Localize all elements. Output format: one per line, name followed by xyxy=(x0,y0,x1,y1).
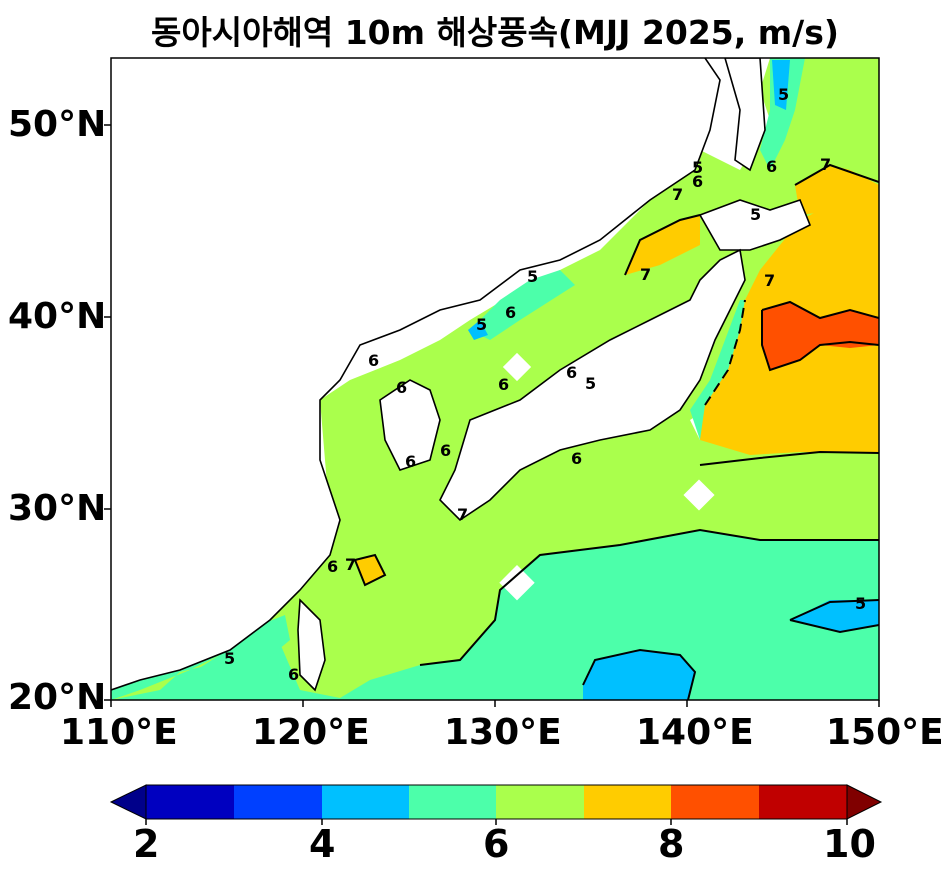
contour-5-east xyxy=(789,599,879,634)
lon-tick-label: 130°E xyxy=(444,712,562,753)
contour-8 xyxy=(761,300,879,372)
colorbar-over-arrow xyxy=(846,784,883,820)
lat-tick-label: 20°N xyxy=(8,677,107,718)
colorbar-bin xyxy=(759,785,847,819)
band-7-8-north xyxy=(795,165,879,215)
lat-tick-label: 40°N xyxy=(8,296,107,337)
land-taiwan xyxy=(298,600,325,690)
contour-label: 5 xyxy=(585,374,596,393)
contour-label: 6 xyxy=(396,378,407,397)
colorbar-bin xyxy=(234,785,322,819)
colorbar-tick-label: 4 xyxy=(309,822,336,866)
contour-label: 6 xyxy=(288,665,299,684)
colorbar-bin xyxy=(409,785,496,819)
land-korea xyxy=(380,380,440,470)
contour-label: 6 xyxy=(505,303,516,322)
land-island-2 xyxy=(683,479,715,511)
land-asia xyxy=(111,58,720,690)
band-4-5-south-pacific xyxy=(583,650,695,700)
band-4-5-east-pacific xyxy=(790,600,879,632)
lon-tick-label: 110°E xyxy=(60,712,178,753)
band-4-5-japan-sea xyxy=(468,320,488,340)
band-5-6-japan-sea xyxy=(470,270,575,340)
coastlines xyxy=(111,58,812,692)
contour-label: 6 xyxy=(566,363,577,382)
contour-label: 5 xyxy=(778,85,789,104)
contour-label: 7 xyxy=(640,265,651,284)
coastline-taiwan xyxy=(297,598,326,692)
lon-tick-label: 140°E xyxy=(636,712,754,753)
contour-label: 6 xyxy=(498,375,509,394)
contour-7 xyxy=(699,450,879,466)
coastline-asia xyxy=(111,58,721,691)
contour-label: 7 xyxy=(345,555,356,574)
colorbar-bin xyxy=(322,785,409,819)
band-5-6-okhotsk xyxy=(760,58,805,170)
lat-tick-label: 50°N xyxy=(8,104,107,145)
colorbar-bin xyxy=(584,785,671,819)
contour-label: 7 xyxy=(820,155,831,174)
contour-6-east xyxy=(704,299,746,406)
contour-label: 6 xyxy=(766,157,777,176)
contour-label: 5 xyxy=(224,649,235,668)
wind-field: 5 5 5 5 5 5 5 5 6 6 6 6 6 6 6 6 6 6 6 6 … xyxy=(111,58,879,700)
contour-7-north xyxy=(624,214,701,276)
contour-label: 6 xyxy=(327,557,338,576)
band-8-9-east xyxy=(762,302,879,370)
contour-label: 6 xyxy=(440,441,451,460)
land-hokkaido xyxy=(700,200,810,250)
colorbar-tick-label: 2 xyxy=(133,822,160,866)
band-7-8-north-japan-sea xyxy=(625,215,700,275)
map-title: 동아시아해역 10m 해상풍속(MJJ 2025, m/s) xyxy=(151,13,839,52)
contour-label: 5 xyxy=(692,158,703,177)
colorbar-bin xyxy=(671,785,759,819)
colorbar xyxy=(109,784,883,825)
contour-label: 6 xyxy=(368,351,379,370)
colorbar-under-arrow xyxy=(109,784,147,820)
contour-7-taiwan xyxy=(353,553,387,587)
lon-tick-label: 150°E xyxy=(826,712,941,753)
coastline-korea xyxy=(379,379,441,471)
coastline-sakhalin xyxy=(724,58,766,172)
contour-lines xyxy=(353,163,879,700)
contour-label: 6 xyxy=(571,449,582,468)
colorbar-tick-label: 10 xyxy=(823,822,876,866)
contour-label: 6 xyxy=(405,452,416,471)
land-island-1 xyxy=(499,565,535,601)
land-island-3 xyxy=(502,352,532,382)
colorbar-bin xyxy=(496,785,584,819)
colorbar-tick-label: 8 xyxy=(658,822,685,866)
band-5-6-south-china xyxy=(140,615,290,700)
colorbar-tick-label: 6 xyxy=(483,822,510,866)
contour-label: 5 xyxy=(476,315,487,334)
contour-label: 6 xyxy=(692,172,703,191)
colorbar-bin xyxy=(146,785,234,819)
contour-label: 7 xyxy=(672,185,683,204)
contour-5-south xyxy=(582,648,697,700)
contour-label: 7 xyxy=(764,271,775,290)
contour-label: 5 xyxy=(750,205,761,224)
axis-ticks xyxy=(104,124,880,707)
lat-tick-label: 30°N xyxy=(8,488,107,529)
lon-tick-label: 120°E xyxy=(252,712,370,753)
land-japan xyxy=(440,250,745,520)
band-4-5-okhotsk xyxy=(772,60,790,110)
land-sakhalin xyxy=(725,58,765,170)
contour-7-northeast xyxy=(794,163,879,186)
coastline-hokkaido xyxy=(698,199,812,251)
contour-6 xyxy=(419,528,879,666)
contour-label: 7 xyxy=(457,505,468,524)
contour-label: 5 xyxy=(855,594,866,613)
coastline-japan xyxy=(439,248,746,522)
contour-label-group: 5 5 5 5 5 5 5 5 6 6 6 6 6 6 6 6 6 6 6 6 … xyxy=(224,85,866,684)
contour-label: 5 xyxy=(527,267,538,286)
